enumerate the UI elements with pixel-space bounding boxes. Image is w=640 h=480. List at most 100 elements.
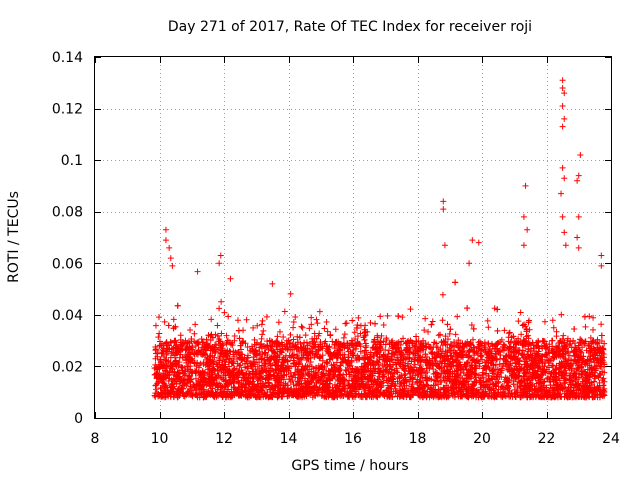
data-point [200,339,207,346]
data-point [550,324,557,331]
chart-title: Day 271 of 2017, Rate Of TEC Index for r… [168,19,532,35]
data-point [254,363,261,370]
data-point [429,350,436,357]
data-point [298,323,305,330]
data-point [355,314,362,321]
data-point [444,336,451,343]
data-point [208,316,215,323]
data-point [439,342,446,349]
data-point [399,314,406,321]
data-point [316,308,323,315]
data-point [216,305,223,312]
data-point [429,318,436,325]
data-point [439,317,446,324]
data-point [275,319,282,326]
data-point [170,316,177,323]
data-point [243,316,250,323]
data-point [234,317,241,324]
data-point [324,328,331,335]
data-point [501,327,508,334]
data-point [444,321,451,328]
data-point [556,377,563,384]
data-point [299,324,306,331]
data-point [367,319,374,326]
data-point [302,332,309,339]
data-point [235,327,242,334]
data-point [437,331,444,338]
data-point [352,335,359,342]
data-point [581,313,588,320]
data-point [372,320,379,327]
data-point [377,313,384,320]
data-point [161,318,168,325]
data-point [553,333,560,340]
data-point [294,333,301,340]
data-point [308,314,315,321]
data-point [323,318,330,325]
data-point [274,333,281,340]
data-point [402,371,409,378]
data-point [380,321,387,328]
data-point [337,362,344,369]
data-point [349,317,356,324]
data-point [485,324,492,331]
grid [95,57,611,418]
data-point [558,311,565,318]
data-point [191,330,198,337]
data-point [505,330,512,337]
data-point [223,340,230,347]
data-point [494,327,501,334]
data-point [407,306,414,313]
data-point [571,326,578,333]
data-point [395,313,402,320]
data-point [332,326,339,333]
data-point [155,314,162,321]
data-point [198,335,205,342]
data-point [290,336,297,343]
data-point [438,378,445,385]
data-point [590,326,597,333]
data-point [313,316,320,323]
data-points [151,77,608,401]
data-point [484,317,491,324]
data-point [454,313,461,320]
data-point [214,322,221,329]
data-point [156,330,163,337]
data-point [340,334,347,341]
data-point [218,330,225,337]
data-point [194,268,201,275]
data-point [549,337,556,344]
data-point [540,338,547,345]
data-point [518,331,525,338]
data-point [541,318,548,325]
data-point [582,323,589,330]
data-point [225,313,232,320]
data-point [506,329,513,336]
data-point [259,331,266,338]
data-point [259,317,266,324]
data-point [221,309,228,316]
data-point [357,348,364,355]
data-point [447,326,454,333]
data-point [560,332,567,339]
data-point [598,321,605,328]
data-point [321,325,328,332]
data-point [292,313,299,320]
data-point [525,332,532,339]
data-point [260,327,267,334]
data-point [308,321,315,328]
data-point [384,312,391,319]
data-point [314,320,321,327]
data-point [452,331,459,338]
data-point [422,315,429,322]
data-point [208,331,215,338]
data-point [442,333,449,340]
data-point [400,335,407,342]
data-point [177,332,184,339]
data-point [258,321,265,328]
data-point [244,355,251,362]
data-point [549,317,556,324]
data-point [412,361,419,368]
data-point [218,298,225,305]
